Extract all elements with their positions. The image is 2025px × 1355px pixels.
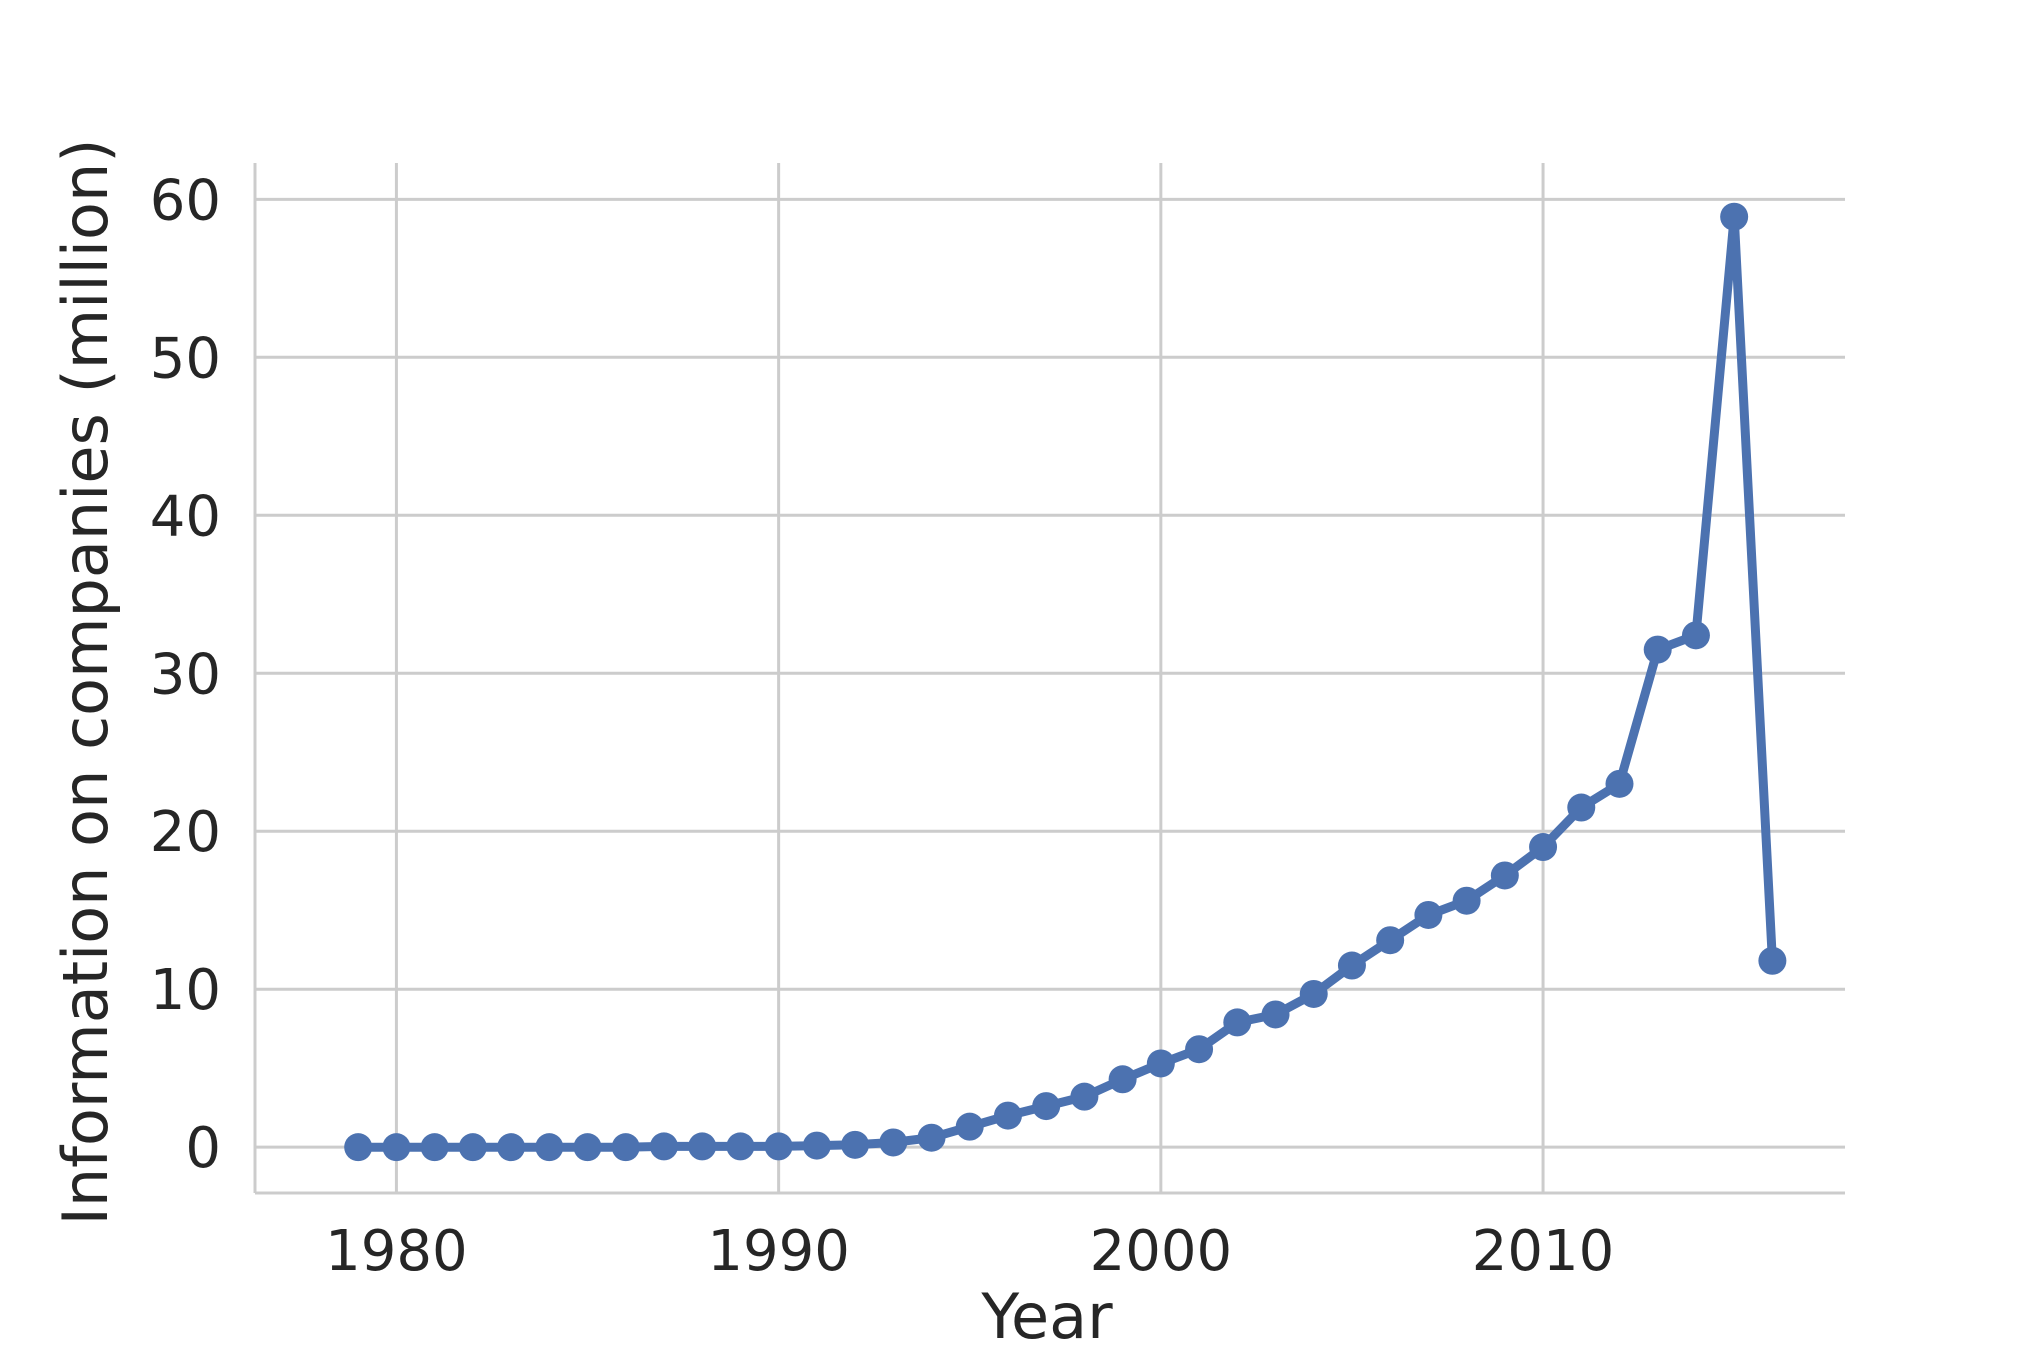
- data-point: [1681, 621, 1710, 650]
- data-point: [688, 1132, 717, 1161]
- data-point: [497, 1133, 526, 1162]
- data-point: [1070, 1082, 1099, 1111]
- x-tick-label: 2000: [1090, 1219, 1233, 1284]
- data-point: [1414, 900, 1443, 929]
- x-tick-label: 2010: [1472, 1219, 1615, 1284]
- y-tick-label: 20: [150, 800, 221, 865]
- data-point: [535, 1133, 564, 1162]
- data-point: [1567, 793, 1596, 822]
- y-axis-label: Information on companies (million): [49, 139, 122, 1226]
- data-point: [1032, 1092, 1061, 1121]
- data-point: [1490, 861, 1519, 890]
- x-axis-label: Year: [980, 1280, 1113, 1350]
- data-point: [993, 1101, 1022, 1130]
- y-tick-label: 10: [150, 958, 221, 1023]
- data-point: [1643, 635, 1672, 664]
- axes: [253, 163, 1845, 1195]
- data-point: [917, 1123, 946, 1152]
- data-point: [382, 1133, 411, 1162]
- data-point: [841, 1130, 870, 1159]
- data-point: [1452, 886, 1481, 915]
- data-point: [1299, 979, 1328, 1008]
- data-point: [1146, 1049, 1175, 1078]
- data-point: [1261, 1000, 1290, 1029]
- x-tick-label: 1980: [325, 1219, 468, 1284]
- data-point: [1605, 769, 1634, 798]
- data-point: [726, 1132, 755, 1161]
- data-point: [1720, 202, 1749, 231]
- data-point: [611, 1133, 640, 1162]
- data-point: [879, 1128, 908, 1157]
- tick-labels: 0 10 20 30 40 50 60 1980 1990 2000 2010: [150, 168, 1615, 1284]
- data-point: [955, 1112, 984, 1141]
- data-point: [1758, 946, 1787, 975]
- series: [344, 202, 1787, 1162]
- y-tick-label: 0: [185, 1116, 221, 1181]
- y-tick-label: 50: [150, 326, 221, 391]
- data-point: [1337, 951, 1366, 980]
- data-point: [1529, 833, 1558, 862]
- y-tick-label: 30: [150, 642, 221, 707]
- x-tick-label: 1990: [707, 1219, 850, 1284]
- data-point: [573, 1133, 602, 1162]
- data-point: [1108, 1065, 1137, 1094]
- data-point: [458, 1133, 487, 1162]
- data-point: [1376, 926, 1405, 955]
- data-point: [764, 1132, 793, 1161]
- data-point: [344, 1133, 373, 1162]
- data-point: [802, 1131, 831, 1160]
- data-point: [1185, 1035, 1214, 1064]
- y-tick-label: 40: [150, 484, 221, 549]
- y-tick-label: 60: [150, 168, 221, 233]
- data-point: [420, 1133, 449, 1162]
- data-point: [1223, 1008, 1252, 1037]
- grid: [255, 163, 1845, 1193]
- data-point: [649, 1132, 678, 1161]
